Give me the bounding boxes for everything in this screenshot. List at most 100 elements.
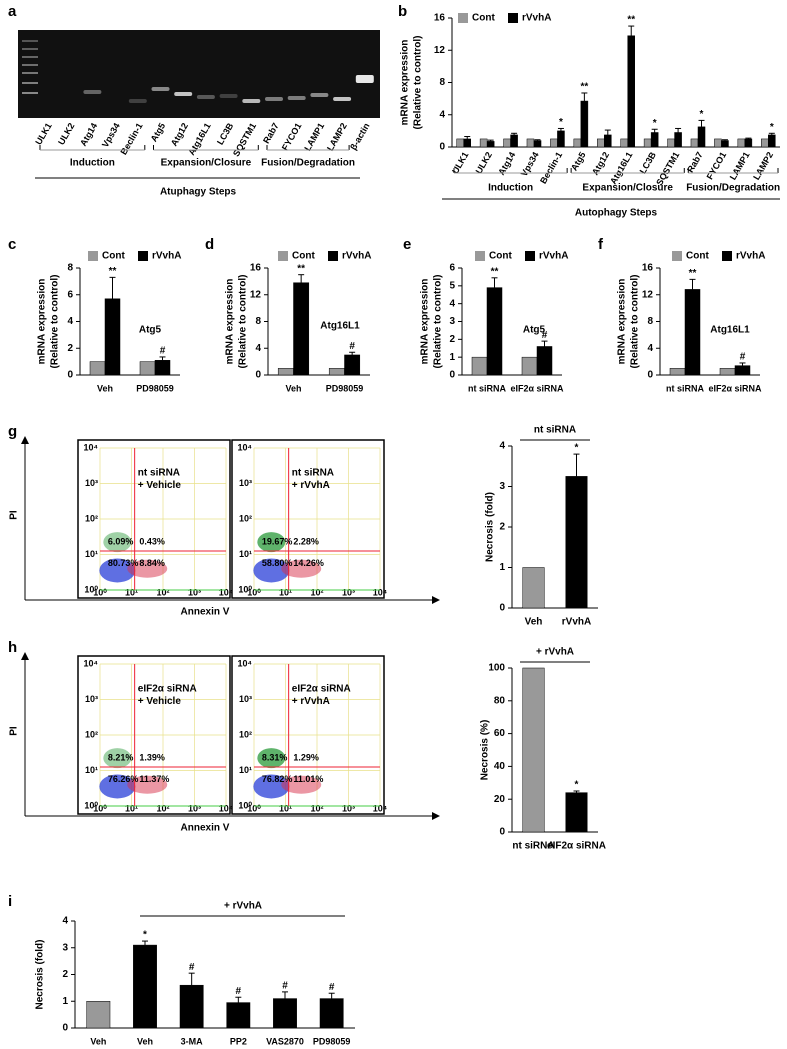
x-tick-label: 10⁴ <box>373 587 387 597</box>
lane-label: ULK1 <box>33 121 53 146</box>
lane-label: Rab7 <box>261 121 281 145</box>
cell-cloud <box>253 558 290 583</box>
x-tick-label: 10⁰ <box>93 803 107 813</box>
gel-band <box>333 97 352 101</box>
x-tick-label: 10¹ <box>279 587 292 597</box>
legend-label: Cont <box>292 251 315 262</box>
group-label: Induction <box>70 158 115 169</box>
bar <box>627 35 635 148</box>
y-tick-label: 0 <box>67 370 73 381</box>
ladder-band <box>22 72 38 74</box>
ladder-band <box>22 64 38 66</box>
x-tick-label: Veh <box>97 383 113 393</box>
gel-band <box>219 94 238 98</box>
cell-cloud <box>253 774 290 799</box>
x-tick-label: VAS2870 <box>266 1036 304 1046</box>
panel-label: g <box>8 423 17 440</box>
chart-title: nt siRNA <box>534 425 576 436</box>
ladder-band <box>22 48 38 50</box>
bar <box>89 361 106 376</box>
bar <box>721 140 729 148</box>
x-tick-label: 10¹ <box>279 803 292 813</box>
x-tick-label: nt siRNA <box>666 383 705 393</box>
plot-label: nt siRNA <box>138 467 180 478</box>
lane-label: β-actin <box>348 121 371 152</box>
bar <box>667 138 675 148</box>
y-tick-label: 4 <box>647 343 653 354</box>
cell-cloud <box>127 559 168 578</box>
y-tick-label: 10² <box>239 729 252 739</box>
plot-label: nt siRNA <box>292 467 334 478</box>
cell-cloud <box>257 532 286 553</box>
bar <box>565 476 588 609</box>
x-tick-label: 10¹ <box>125 587 138 597</box>
significance-mark: # <box>349 341 355 352</box>
y-tick-label: 0 <box>449 370 455 381</box>
bar <box>550 138 558 148</box>
significance-mark: ** <box>297 263 305 274</box>
y-tick-label: 10¹ <box>239 765 252 775</box>
y-tick-label: 12 <box>434 45 446 56</box>
cell-cloud <box>281 559 322 578</box>
y-axis-title: (Relative to control) <box>413 36 424 130</box>
lane-label: LC3B <box>215 121 236 147</box>
bar <box>293 282 310 376</box>
y-tick-label: 0 <box>62 1023 68 1034</box>
bar <box>526 138 535 148</box>
group-label: Fusion/Degradation <box>261 158 355 169</box>
quadrant-percent: 11.37% <box>139 774 169 784</box>
y-tick-label: 4 <box>439 109 445 120</box>
y-tick-label: 10⁰ <box>84 584 98 594</box>
annotation: Atg16L1 <box>710 325 750 336</box>
bar <box>226 1002 251 1029</box>
bar <box>714 138 722 148</box>
significance-mark: # <box>189 962 195 973</box>
bar <box>719 368 736 376</box>
x-tick-label: eIF2α siRNA <box>547 841 606 852</box>
group-label: Induction <box>488 183 533 194</box>
y-axis-title: Necrosis (fold) <box>485 492 496 562</box>
lane-label: Atg14 <box>78 121 99 148</box>
legend-swatch <box>88 251 98 261</box>
y-tick-label: 3 <box>449 316 455 327</box>
legend-swatch <box>328 251 338 261</box>
bar <box>503 138 511 148</box>
x-tick-label: 10⁴ <box>219 587 233 597</box>
x-tick-label: rVvhA <box>562 617 591 628</box>
lane-label: LAMP2 <box>325 121 349 152</box>
plot-label: + Vehicle <box>138 480 182 491</box>
arrow-head <box>432 596 440 604</box>
group-label: Expansion/Closure <box>582 183 673 194</box>
y-tick-label: 6 <box>449 263 455 274</box>
ladder-band <box>22 40 38 42</box>
x-tick-label: 10² <box>156 803 169 813</box>
axis-title: Autophagy Steps <box>575 208 658 219</box>
arrow-head <box>432 812 440 820</box>
y-tick-label: 3 <box>499 481 505 492</box>
bar <box>565 792 588 833</box>
legend-swatch <box>138 251 148 261</box>
x-tick-label: LAMP2 <box>751 150 775 181</box>
y-tick-label: 1 <box>62 996 68 1007</box>
quadrant-percent: 8.84% <box>139 558 165 568</box>
x-tick-label: 10¹ <box>125 803 138 813</box>
y-tick-label: 10⁴ <box>84 442 98 452</box>
cell-cloud <box>103 748 132 769</box>
gel-band <box>265 97 283 101</box>
x-axis-title: Annexin V <box>181 823 230 834</box>
bar <box>536 346 553 376</box>
bar <box>690 138 699 148</box>
bar <box>734 365 751 376</box>
significance-mark: * <box>700 109 704 120</box>
y-tick-label: 5 <box>449 280 455 291</box>
y-tick-label: 6 <box>67 289 73 300</box>
y-axis-title: (Relative to control) <box>630 275 641 369</box>
bar <box>486 141 495 148</box>
y-tick-label: 12 <box>250 289 262 300</box>
gel-band <box>287 96 306 100</box>
arrow-head <box>21 436 29 444</box>
significance-mark: ** <box>627 15 635 26</box>
y-tick-label: 10⁴ <box>238 658 252 668</box>
y-tick-label: 1 <box>449 352 455 363</box>
y-tick-label: 8 <box>647 316 653 327</box>
